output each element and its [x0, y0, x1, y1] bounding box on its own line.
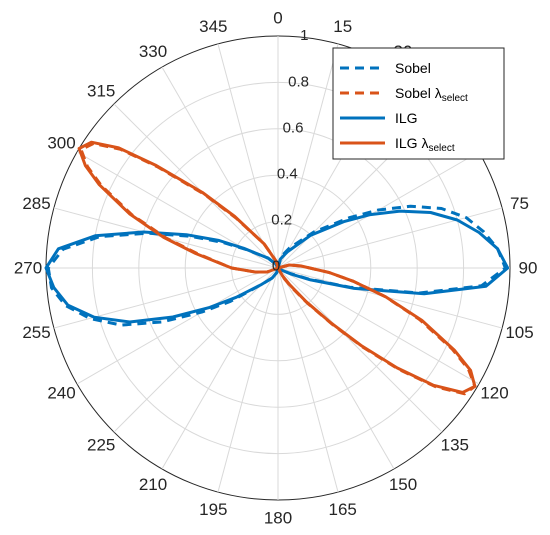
angle-tick-label: 180 — [264, 509, 292, 528]
angle-tick-label: 15 — [333, 17, 352, 36]
legend-label: Sobel — [395, 60, 431, 76]
angle-tick-label: 270 — [14, 259, 42, 278]
grid-spoke — [217, 267, 279, 493]
grid-spoke — [76, 267, 279, 385]
angle-tick-label: 255 — [22, 323, 50, 342]
angle-tick-label: 330 — [139, 42, 167, 61]
angle-tick-label: 210 — [139, 475, 167, 494]
angle-tick-label: 0 — [273, 9, 282, 28]
grid-spoke — [277, 207, 503, 269]
grid-spoke — [53, 267, 279, 329]
grid-spoke — [161, 267, 279, 470]
grid-spoke — [113, 267, 279, 433]
radial-tick-label: 0.6 — [283, 119, 304, 136]
grid-spoke — [113, 103, 279, 269]
radial-tick-labels: 0 0.2 0.4 0.6 0.8 1 — [271, 27, 309, 274]
radial-tick-label: 1 — [300, 27, 308, 44]
angle-tick-label: 90 — [519, 259, 538, 278]
grid-spoke — [217, 43, 279, 269]
grid-spoke — [277, 267, 443, 433]
series-line — [44, 209, 510, 324]
series-lines — [44, 140, 510, 396]
angle-tick-label: 300 — [47, 134, 75, 153]
angle-tick-label: 225 — [87, 435, 115, 454]
angle-tick-label: 120 — [480, 384, 508, 403]
angle-tick-label: 75 — [510, 194, 529, 213]
angle-tick-label: 285 — [22, 194, 50, 213]
series-line — [77, 140, 477, 394]
angle-tick-label: 150 — [389, 475, 417, 494]
angle-tick-label: 165 — [329, 500, 357, 519]
radial-tick-label: 0.8 — [288, 73, 309, 90]
radial-tick-label: 0.4 — [277, 165, 298, 182]
radial-tick-label: 0 — [272, 258, 280, 275]
radial-tick-label: 0.2 — [271, 211, 292, 228]
angle-tick-label: 240 — [47, 384, 75, 403]
grid-spoke — [277, 43, 339, 269]
angle-tick-label: 135 — [441, 435, 469, 454]
grid-spoke — [277, 267, 480, 385]
angle-tick-label: 315 — [87, 82, 115, 101]
angle-tick-label: 105 — [505, 323, 533, 342]
angle-tick-label: 345 — [199, 17, 227, 36]
grid-spoke — [277, 267, 395, 470]
grid-spoke — [161, 66, 279, 269]
legend-label: ILG — [395, 110, 418, 126]
angle-tick-label: 195 — [199, 500, 227, 519]
grid-spoke — [277, 267, 339, 493]
